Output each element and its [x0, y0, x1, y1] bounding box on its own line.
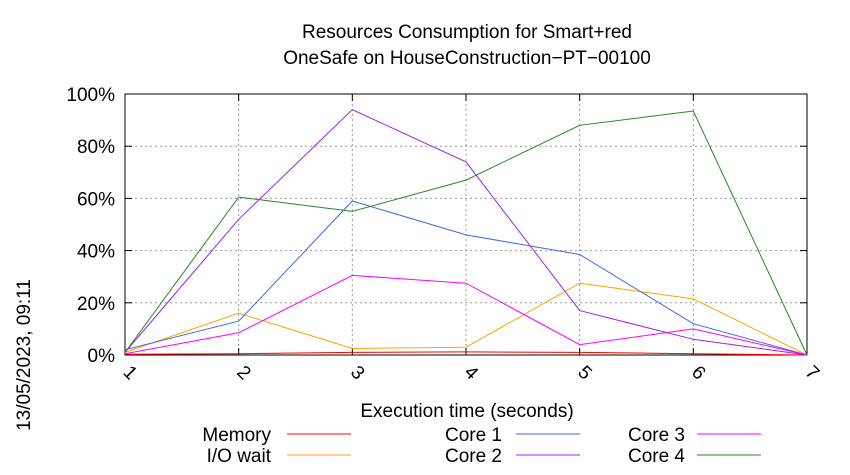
x-axis-ticks: 1 2 3 4 5 6 7	[119, 94, 823, 385]
legend-label-core-3: Core 3	[628, 425, 685, 446]
legend-label-core-4: Core 4	[628, 446, 685, 467]
y-tick-label: 60%	[77, 189, 115, 210]
chart-title: Resources Consumption for Smart+red	[302, 22, 632, 43]
y-tick-label: 80%	[77, 137, 115, 158]
series-line-core-4	[124, 110, 808, 356]
legend-label-i-o-wait: I/O wait	[207, 446, 272, 467]
legend-label-core-2: Core 2	[445, 446, 502, 467]
timestamp-label: 13/05/2023, 09:11	[14, 279, 35, 431]
x-tick-label: 3	[346, 362, 368, 384]
series-line-core-3	[124, 274, 808, 356]
series-line-i-o-wait	[124, 282, 808, 356]
y-tick-label: 0%	[88, 346, 116, 367]
chart-subtitle: OneSafe on HouseConstruction−PT−00100	[283, 48, 651, 69]
x-tick-label: 7	[801, 362, 823, 384]
y-tick-label: 40%	[77, 242, 115, 263]
x-tick-label: 5	[573, 362, 595, 384]
legend-label-memory: Memory	[202, 425, 271, 446]
x-axis-label: Execution time (seconds)	[360, 401, 573, 422]
y-tick-label: 100%	[66, 85, 115, 106]
x-tick-label: 1	[119, 362, 141, 384]
x-tick-label: 6	[687, 362, 709, 384]
series-line-memory	[124, 351, 808, 356]
x-tick-label: 4	[460, 362, 483, 385]
y-axis-ticks: 0% 20% 40% 60% 80% 100%	[66, 85, 807, 367]
legend-label-core-1: Core 1	[445, 425, 502, 446]
y-tick-label: 20%	[77, 294, 115, 315]
series-line-core-2	[124, 109, 808, 356]
grid-lines	[125, 94, 807, 355]
series-line-core-1	[124, 200, 808, 356]
plot-frame	[124, 93, 808, 356]
x-tick-label: 2	[232, 362, 254, 384]
data-series	[124, 109, 808, 356]
